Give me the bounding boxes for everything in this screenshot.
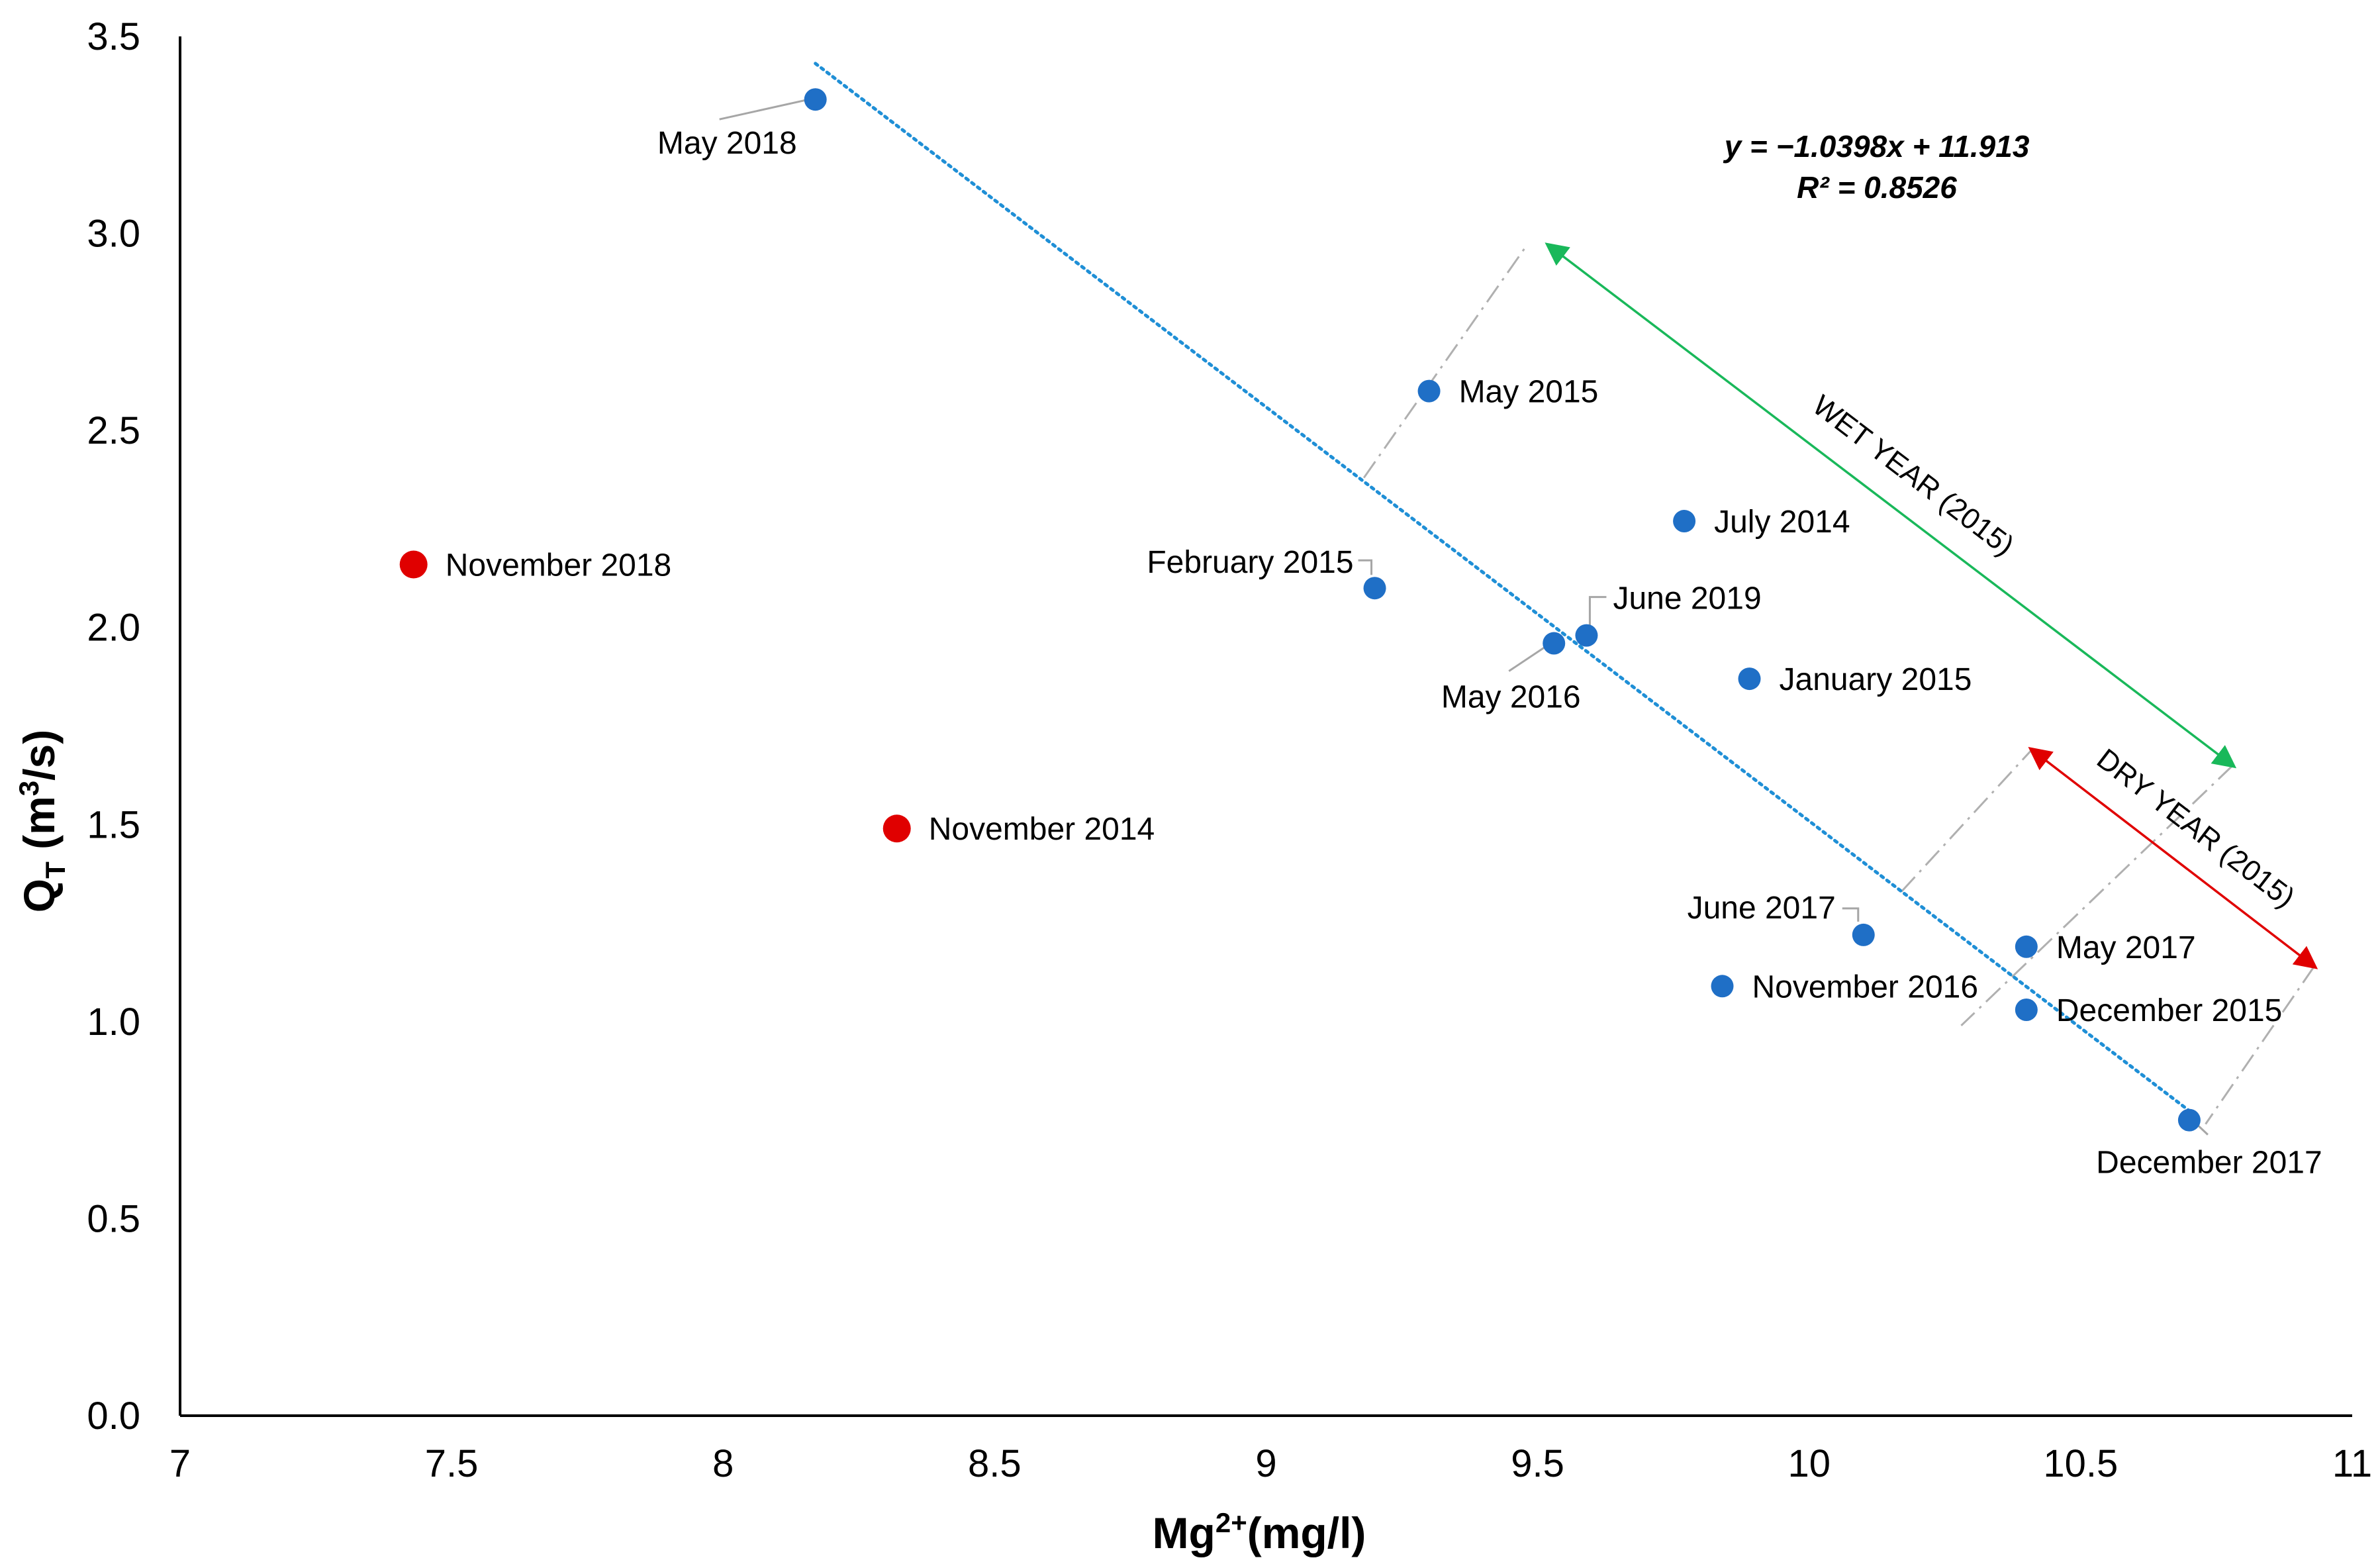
guide-line — [1362, 244, 1528, 479]
y-tick-label: 2.5 — [87, 409, 140, 452]
point-label-may-2016: May 2016 — [1441, 680, 1581, 715]
x-tick-label: 9 — [1255, 1442, 1276, 1485]
leader-line — [719, 98, 810, 121]
point-label-december-2017: December 2017 — [2096, 1146, 2322, 1181]
y-tick-label: 3.0 — [87, 213, 140, 256]
trendline — [814, 62, 2191, 1113]
leader-line — [1588, 596, 1607, 629]
y-tick-label: 2.0 — [87, 607, 140, 650]
point-label-november-2018: November 2018 — [446, 548, 672, 583]
guide-line — [1901, 749, 2033, 893]
guide-line — [2205, 965, 2315, 1125]
x-tick-label: 8.5 — [968, 1442, 1022, 1485]
data-point-november-2018 — [399, 550, 428, 579]
x-tick-label: 8 — [712, 1442, 734, 1485]
data-points — [399, 88, 2201, 1132]
dry-year-2015-arrow — [2028, 746, 2318, 969]
point-label-november-2016: November 2016 — [1752, 969, 1979, 1004]
data-point-may-2017 — [2015, 935, 2038, 958]
point-label-june-2019: June 2019 — [1613, 581, 1761, 616]
y-tick-label: 1.0 — [87, 1001, 140, 1044]
data-point-december-2017 — [2177, 1108, 2201, 1132]
data-point-may-2018 — [804, 88, 827, 111]
leader-line — [1508, 646, 1546, 672]
x-tick-label: 10 — [1787, 1442, 1831, 1485]
point-label-november-2014: November 2014 — [929, 812, 1155, 847]
trendline-line — [814, 62, 2191, 1113]
data-point-december-2015 — [2015, 999, 2038, 1022]
leader-line — [1358, 559, 1373, 575]
leader-line — [1842, 907, 1860, 922]
leader-lines — [719, 98, 2209, 1136]
y-tick-label: 0.0 — [87, 1395, 140, 1438]
point-label-may-2017: May 2017 — [2056, 930, 2196, 965]
wet-year-2015-arrow — [1545, 242, 2237, 769]
point-label-december-2015: December 2015 — [2056, 993, 2283, 1028]
trendline-r-squared: R² = 0.8526 — [1797, 170, 1957, 205]
data-point-february-2015 — [1363, 577, 1386, 600]
y-tick-label: 1.5 — [87, 803, 140, 846]
data-point-november-2014 — [882, 814, 911, 843]
point-labels: May 2018 May 2015 July 2014 February 2015 Ju… — [446, 126, 2322, 1180]
data-point-june-2017 — [1852, 923, 1875, 946]
point-label-may-2018: May 2018 — [657, 126, 797, 161]
x-tick-label: 7.5 — [425, 1442, 479, 1485]
point-label-february-2015: February 2015 — [1147, 545, 1353, 580]
data-point-may-2015 — [1417, 379, 1441, 403]
point-label-may-2015: May 2015 — [1459, 375, 1599, 410]
dry-year-2015-label: DRY YEAR (2015) — [2091, 742, 2301, 914]
y-axis-title: QT (m3/s) — [13, 730, 71, 912]
x-tick-label: 10.5 — [2043, 1442, 2118, 1485]
x-tick-label: 7 — [169, 1442, 191, 1485]
point-label-january-2015: January 2015 — [1780, 662, 1972, 697]
data-point-november-2016 — [1711, 975, 1734, 998]
y-tick-label: 0.5 — [87, 1197, 140, 1240]
y-tick-label: 3.5 — [87, 15, 140, 58]
data-point-january-2015 — [1738, 667, 1761, 691]
trendline-equation: y = −1.0398x + 11.913 — [1723, 129, 2030, 164]
data-point-june-2019 — [1575, 624, 1598, 647]
data-point-may-2016 — [1543, 632, 1566, 655]
x-tick-label: 11 — [2332, 1442, 2372, 1485]
point-label-june-2017: June 2017 — [1688, 891, 1836, 926]
x-tick-label: 9.5 — [1511, 1442, 1564, 1485]
point-label-july-2014: July 2014 — [1714, 505, 1850, 540]
y-ticks: 0.0 0.5 1.0 1.5 2.0 2.5 3.0 3.5 — [87, 15, 140, 1438]
x-axis-title: Mg2+(mg/l) — [1153, 1507, 1366, 1557]
x-ticks: 7 7.5 8 8.5 9 9.5 10 10.5 11 — [169, 1442, 2372, 1485]
data-point-july-2014 — [1673, 510, 1696, 533]
